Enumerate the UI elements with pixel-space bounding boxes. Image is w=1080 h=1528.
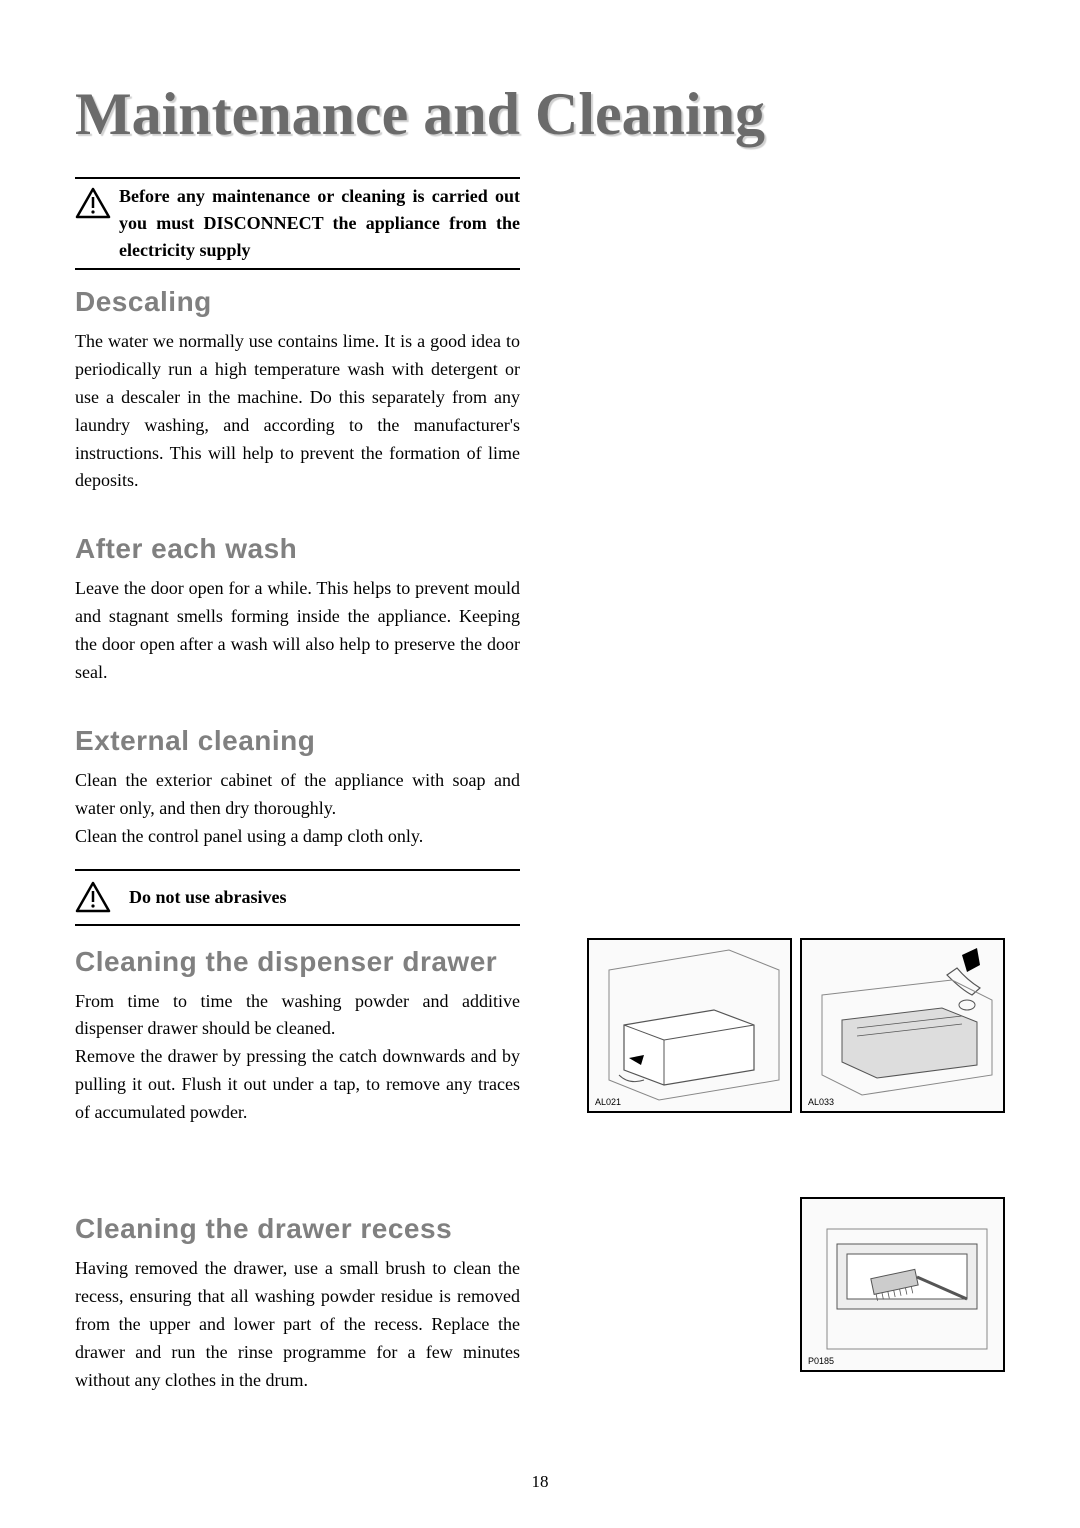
heading-descaling: Descaling [75,286,1005,318]
body-drawer-recess: Having removed the drawer, use a small b… [75,1255,520,1394]
figure-label: P0185 [808,1356,834,1366]
body-descaling: The water we normally use contains lime.… [75,328,520,495]
warning-icon [75,881,111,918]
body-dispenser-drawer: From time to time the washing powder and… [75,988,520,1127]
figure-drawer-flush: AL033 [800,938,1005,1113]
page-title: Maintenance and Cleaning [75,80,1005,149]
body-external-cleaning: Clean the exterior cabinet of the applia… [75,767,520,851]
heading-dispenser-drawer: Cleaning the dispenser drawer [75,946,520,978]
heading-drawer-recess: Cleaning the drawer recess [75,1213,520,1245]
warning-icon [75,187,111,224]
warning-abrasives: Do not use abrasives [75,869,520,926]
warning-text: Before any maintenance or cleaning is ca… [119,183,520,264]
figure-drawer-remove: AL021 [587,938,792,1113]
heading-after-wash: After each wash [75,533,1005,565]
figure-label: AL021 [595,1097,621,1107]
body-after-wash: Leave the door open for a while. This he… [75,575,520,687]
warning-abrasives-text: Do not use abrasives [129,887,287,908]
figure-recess-brush: P0185 [800,1197,1005,1372]
page-number: 18 [532,1472,549,1492]
heading-external-cleaning: External cleaning [75,725,1005,757]
warning-disconnect: Before any maintenance or cleaning is ca… [75,177,520,270]
figure-label: AL033 [808,1097,834,1107]
